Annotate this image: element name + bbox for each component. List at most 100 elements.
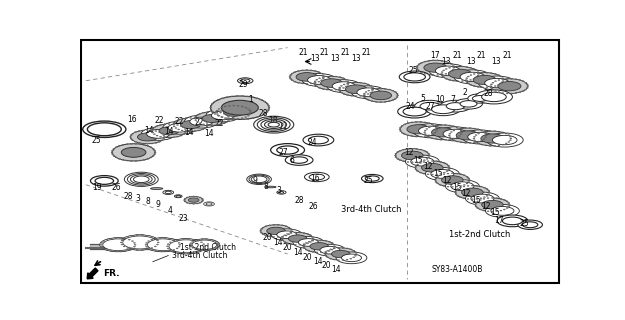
Ellipse shape bbox=[298, 239, 318, 246]
Text: 5: 5 bbox=[421, 94, 426, 103]
Ellipse shape bbox=[184, 129, 186, 130]
Ellipse shape bbox=[121, 235, 158, 250]
Ellipse shape bbox=[448, 169, 449, 170]
Ellipse shape bbox=[435, 178, 437, 179]
Ellipse shape bbox=[326, 76, 328, 77]
Ellipse shape bbox=[204, 128, 206, 129]
Ellipse shape bbox=[326, 89, 328, 90]
Text: 13: 13 bbox=[441, 57, 451, 66]
Ellipse shape bbox=[478, 143, 479, 144]
Ellipse shape bbox=[232, 105, 234, 106]
Ellipse shape bbox=[194, 240, 196, 241]
Text: 14: 14 bbox=[312, 257, 322, 266]
Text: 21: 21 bbox=[320, 48, 329, 57]
Ellipse shape bbox=[322, 77, 324, 78]
Ellipse shape bbox=[475, 141, 477, 142]
Ellipse shape bbox=[282, 232, 313, 245]
Ellipse shape bbox=[186, 197, 188, 198]
Ellipse shape bbox=[335, 76, 337, 77]
Ellipse shape bbox=[111, 150, 114, 151]
Ellipse shape bbox=[336, 252, 367, 264]
Ellipse shape bbox=[189, 244, 191, 245]
Ellipse shape bbox=[401, 125, 403, 126]
Ellipse shape bbox=[182, 127, 184, 128]
Text: 27: 27 bbox=[278, 148, 288, 157]
Ellipse shape bbox=[343, 93, 345, 94]
Ellipse shape bbox=[444, 139, 446, 140]
Ellipse shape bbox=[466, 192, 499, 205]
Text: 3rd-4th Clutch: 3rd-4th Clutch bbox=[341, 205, 402, 214]
Ellipse shape bbox=[451, 182, 474, 191]
Ellipse shape bbox=[285, 235, 287, 236]
Ellipse shape bbox=[303, 244, 306, 245]
Ellipse shape bbox=[266, 103, 268, 104]
Ellipse shape bbox=[161, 133, 163, 134]
Ellipse shape bbox=[153, 134, 155, 135]
Ellipse shape bbox=[212, 103, 214, 104]
Ellipse shape bbox=[224, 106, 226, 107]
Ellipse shape bbox=[437, 60, 439, 61]
Ellipse shape bbox=[120, 235, 160, 250]
Ellipse shape bbox=[452, 65, 454, 66]
Ellipse shape bbox=[163, 138, 165, 139]
Ellipse shape bbox=[181, 130, 183, 131]
Text: 13: 13 bbox=[491, 57, 501, 66]
Text: SY83-A1400B: SY83-A1400B bbox=[431, 265, 482, 274]
Text: 13: 13 bbox=[351, 54, 361, 63]
Ellipse shape bbox=[305, 249, 307, 250]
Ellipse shape bbox=[316, 240, 318, 241]
Ellipse shape bbox=[217, 246, 219, 247]
Ellipse shape bbox=[128, 239, 130, 240]
Ellipse shape bbox=[482, 92, 506, 102]
Ellipse shape bbox=[492, 89, 494, 90]
Ellipse shape bbox=[473, 75, 496, 84]
Ellipse shape bbox=[485, 137, 487, 138]
Ellipse shape bbox=[121, 148, 146, 157]
Ellipse shape bbox=[306, 83, 308, 84]
Ellipse shape bbox=[448, 62, 450, 63]
Ellipse shape bbox=[478, 73, 479, 74]
Ellipse shape bbox=[168, 137, 170, 138]
Ellipse shape bbox=[146, 238, 180, 252]
Ellipse shape bbox=[334, 246, 336, 247]
Ellipse shape bbox=[496, 211, 498, 212]
Ellipse shape bbox=[342, 87, 344, 88]
Ellipse shape bbox=[508, 141, 510, 142]
Ellipse shape bbox=[338, 247, 339, 248]
Ellipse shape bbox=[446, 164, 448, 165]
Ellipse shape bbox=[456, 141, 458, 142]
Ellipse shape bbox=[196, 196, 198, 197]
Ellipse shape bbox=[333, 259, 335, 260]
Ellipse shape bbox=[95, 177, 114, 184]
Ellipse shape bbox=[403, 161, 405, 162]
Ellipse shape bbox=[226, 121, 228, 122]
Ellipse shape bbox=[420, 136, 422, 137]
Ellipse shape bbox=[319, 78, 321, 79]
Ellipse shape bbox=[327, 250, 329, 251]
Ellipse shape bbox=[128, 249, 130, 250]
Ellipse shape bbox=[311, 240, 313, 241]
Ellipse shape bbox=[350, 258, 352, 259]
Ellipse shape bbox=[152, 129, 154, 130]
Ellipse shape bbox=[463, 186, 465, 187]
Ellipse shape bbox=[192, 239, 194, 240]
Ellipse shape bbox=[260, 232, 262, 233]
Ellipse shape bbox=[329, 258, 332, 259]
Ellipse shape bbox=[159, 251, 161, 252]
Ellipse shape bbox=[424, 122, 426, 123]
Ellipse shape bbox=[151, 248, 152, 249]
Ellipse shape bbox=[124, 251, 126, 252]
Ellipse shape bbox=[416, 69, 419, 70]
Ellipse shape bbox=[248, 108, 249, 109]
Ellipse shape bbox=[143, 144, 146, 145]
Ellipse shape bbox=[471, 194, 494, 203]
Ellipse shape bbox=[249, 112, 252, 113]
Ellipse shape bbox=[190, 243, 192, 244]
Ellipse shape bbox=[459, 197, 461, 198]
Ellipse shape bbox=[159, 127, 179, 135]
Ellipse shape bbox=[166, 239, 206, 254]
Ellipse shape bbox=[506, 208, 508, 209]
Ellipse shape bbox=[143, 159, 146, 160]
Ellipse shape bbox=[339, 83, 373, 96]
Ellipse shape bbox=[486, 195, 488, 196]
